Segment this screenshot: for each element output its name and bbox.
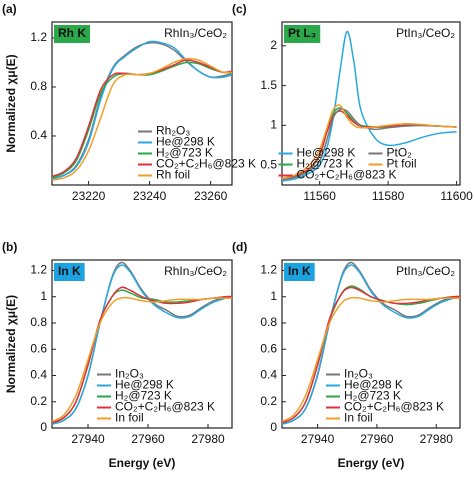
y-tick-label: 1 xyxy=(270,118,277,132)
edge-label: In K xyxy=(58,264,81,278)
edge-badge xyxy=(54,25,90,43)
y-tick-label: 0.8 xyxy=(30,315,47,329)
spectrum-line xyxy=(281,30,457,182)
spectrum-line xyxy=(281,296,460,423)
y-tick-label: 0.6 xyxy=(260,341,277,355)
legend-label: CO₂+C₂H₆@823 K xyxy=(344,400,444,414)
legend-label: CO₂+C₂H₆@823 K xyxy=(156,157,256,171)
legend-label: H₂@723 K xyxy=(115,389,172,403)
x-axis-label: Energy (eV) xyxy=(338,456,405,470)
y-tick-label: 1.2 xyxy=(260,263,277,277)
edge-badge xyxy=(284,25,321,43)
legend-label: In foil xyxy=(344,411,373,425)
spectrum-line xyxy=(51,40,233,180)
x-tick-label: 11560 xyxy=(303,189,336,203)
x-tick-label: 27940 xyxy=(71,432,105,446)
y-tick-label: 1.5 xyxy=(260,78,277,92)
edge-label: In K xyxy=(288,264,311,278)
panel-label: (a) xyxy=(2,2,17,16)
y-tick-label: 0.8 xyxy=(260,315,277,329)
legend-label: H₂@723 K xyxy=(344,389,401,403)
edge-badge xyxy=(54,263,85,281)
panel-label: (b) xyxy=(2,240,17,254)
x-tick-label: 23260 xyxy=(194,189,228,203)
legend-label: He@298 K xyxy=(156,135,215,149)
edge-badge xyxy=(284,263,315,281)
x-axis-label: Energy (eV) xyxy=(109,456,176,470)
x-tick-label: 11580 xyxy=(372,189,405,203)
y-tick-label: 0.5 xyxy=(260,157,277,171)
legend-label: CO₂+C₂H₆@823 K xyxy=(297,168,397,182)
y-axis-label: Normalized χμ(E) xyxy=(4,295,18,393)
edge-label: Pt L₃ xyxy=(288,26,316,40)
x-tick-label: 27960 xyxy=(360,432,394,446)
spectrum-line xyxy=(51,264,233,425)
legend-label: He@298 K xyxy=(344,378,403,392)
y-tick-label: 1 xyxy=(40,289,47,303)
x-tick-label: 23220 xyxy=(72,189,106,203)
plot-frame xyxy=(51,21,233,186)
sample-label: PtIn₃/CeO₂ xyxy=(396,264,455,278)
plot-frame xyxy=(281,259,461,429)
y-axis-label: Normalized χμ(E) xyxy=(4,54,18,152)
legend-label: Rh foil xyxy=(156,168,190,182)
sample-label: RhIn₃/CeO₂ xyxy=(164,264,227,278)
panel-label: (c) xyxy=(232,2,247,16)
y-tick-label: 0 xyxy=(40,420,47,434)
sample-label: PtIn₃/CeO₂ xyxy=(396,26,455,40)
y-tick-label: 0.6 xyxy=(30,341,47,355)
legend-label: PtO₂ xyxy=(387,146,413,160)
y-tick-label: 1 xyxy=(270,289,277,303)
legend-label: H₂@723 K xyxy=(156,146,213,160)
edge-label: Rh K xyxy=(58,26,86,40)
panel-label: (d) xyxy=(232,240,247,254)
legend-label: CO₂+C₂H₆@823 K xyxy=(115,400,215,414)
spectrum-line xyxy=(281,108,457,181)
legend-label: In foil xyxy=(115,411,144,425)
y-tick-label: 1.2 xyxy=(30,263,47,277)
plot-frame xyxy=(51,259,233,429)
y-tick-label: 2 xyxy=(270,38,277,52)
legend-label: He@298 K xyxy=(297,146,356,160)
x-tick-label: 27980 xyxy=(191,432,225,446)
y-tick-label: 0.4 xyxy=(30,128,47,142)
y-tick-label: 0 xyxy=(270,420,277,434)
spectrum-line xyxy=(51,57,233,181)
legend-label: H₂@723 K xyxy=(297,157,354,171)
y-tick-label: 0.4 xyxy=(260,368,277,382)
y-tick-label: 0.8 xyxy=(30,79,47,93)
x-tick-label: 27980 xyxy=(420,432,454,446)
x-tick-label: 11600 xyxy=(440,189,473,203)
legend-label: In₂O₃ xyxy=(344,367,373,381)
spectrum-line xyxy=(281,264,461,425)
x-tick-label: 27960 xyxy=(131,432,165,446)
y-tick-label: 0.4 xyxy=(30,368,47,382)
spectrum-line xyxy=(281,104,457,180)
legend-label: He@298 K xyxy=(115,378,174,392)
sample-label: RhIn₃/CeO₂ xyxy=(164,26,227,40)
legend-label: Pt foil xyxy=(387,157,417,171)
legend-label: In₂O₃ xyxy=(115,367,144,381)
y-tick-label: 0.2 xyxy=(260,394,277,408)
y-tick-label: 1.2 xyxy=(30,30,47,44)
x-tick-label: 27940 xyxy=(301,432,335,446)
spectrum-line xyxy=(51,296,232,423)
x-tick-label: 23240 xyxy=(133,189,167,203)
y-tick-label: 0.2 xyxy=(30,394,47,408)
legend-label: Rh₂O₃ xyxy=(156,124,190,138)
plot-frame xyxy=(281,21,461,186)
